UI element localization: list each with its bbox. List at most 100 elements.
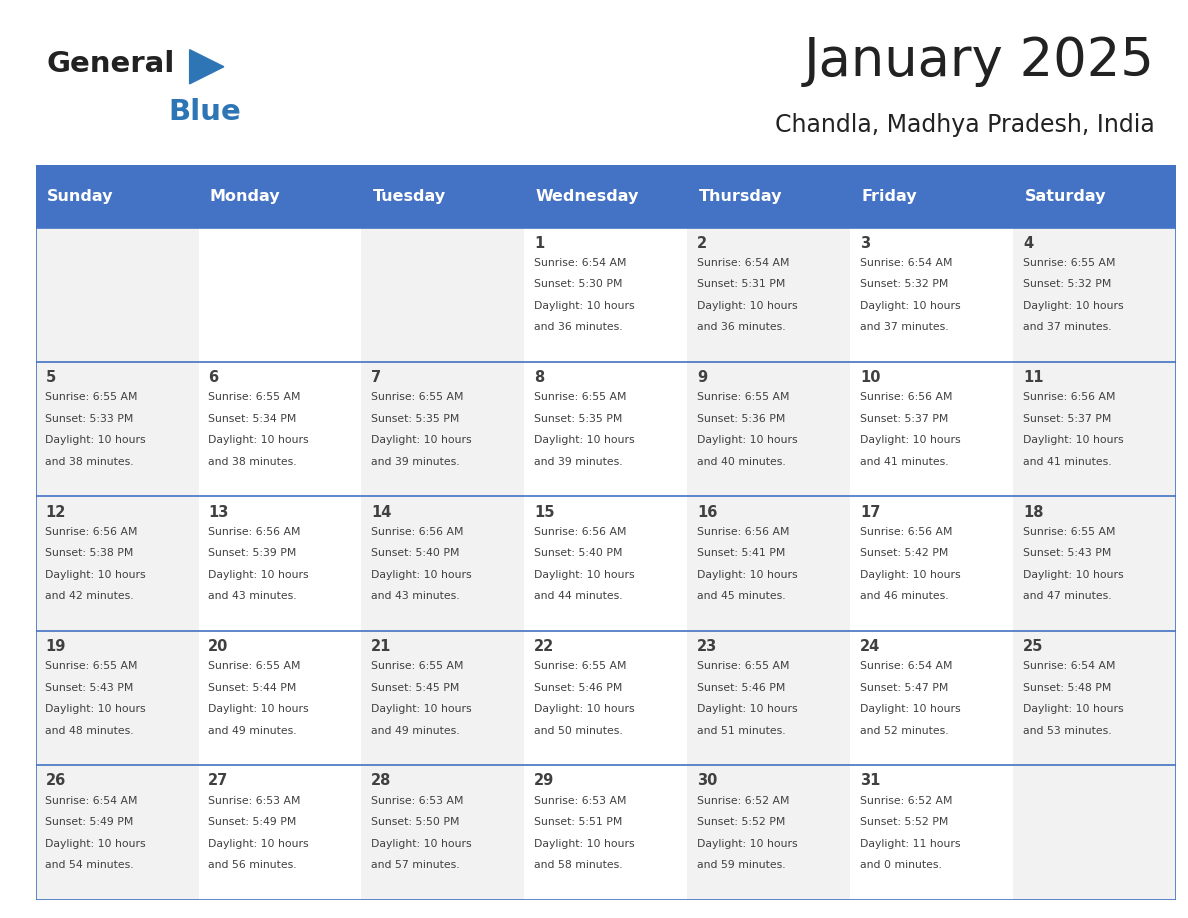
Text: Sunset: 5:47 PM: Sunset: 5:47 PM — [860, 683, 948, 693]
Text: Chandla, Madhya Pradesh, India: Chandla, Madhya Pradesh, India — [775, 113, 1155, 137]
Text: Daylight: 10 hours: Daylight: 10 hours — [860, 704, 961, 714]
Text: 11: 11 — [1023, 370, 1043, 386]
Text: Daylight: 10 hours: Daylight: 10 hours — [45, 704, 146, 714]
FancyBboxPatch shape — [36, 631, 198, 766]
Text: Sunrise: 6:54 AM: Sunrise: 6:54 AM — [1023, 661, 1116, 671]
FancyBboxPatch shape — [1013, 631, 1176, 766]
FancyBboxPatch shape — [361, 228, 524, 362]
Text: and 37 minutes.: and 37 minutes. — [1023, 322, 1112, 332]
Text: Sunset: 5:42 PM: Sunset: 5:42 PM — [860, 548, 948, 558]
FancyBboxPatch shape — [198, 362, 361, 497]
Text: Daylight: 10 hours: Daylight: 10 hours — [535, 301, 634, 311]
Text: and 43 minutes.: and 43 minutes. — [372, 591, 460, 601]
Text: Sunrise: 6:55 AM: Sunrise: 6:55 AM — [535, 392, 627, 402]
Text: and 49 minutes.: and 49 minutes. — [208, 725, 297, 735]
Text: Sunrise: 6:55 AM: Sunrise: 6:55 AM — [208, 392, 301, 402]
Text: 16: 16 — [697, 505, 718, 520]
Text: Daylight: 11 hours: Daylight: 11 hours — [860, 838, 961, 848]
Text: January 2025: January 2025 — [804, 35, 1155, 87]
FancyBboxPatch shape — [198, 497, 361, 631]
FancyBboxPatch shape — [524, 497, 688, 631]
Text: Sunrise: 6:53 AM: Sunrise: 6:53 AM — [372, 796, 463, 806]
Text: and 43 minutes.: and 43 minutes. — [208, 591, 297, 601]
Text: Sunset: 5:40 PM: Sunset: 5:40 PM — [372, 548, 460, 558]
Text: Sunset: 5:43 PM: Sunset: 5:43 PM — [45, 683, 134, 693]
Text: Sunrise: 6:55 AM: Sunrise: 6:55 AM — [208, 661, 301, 671]
Text: Sunset: 5:52 PM: Sunset: 5:52 PM — [697, 817, 785, 827]
Text: Daylight: 10 hours: Daylight: 10 hours — [697, 570, 798, 580]
Text: Sunrise: 6:56 AM: Sunrise: 6:56 AM — [1023, 392, 1116, 402]
Text: 6: 6 — [208, 370, 219, 386]
Text: Sunset: 5:40 PM: Sunset: 5:40 PM — [535, 548, 623, 558]
Text: 18: 18 — [1023, 505, 1043, 520]
Text: Sunrise: 6:53 AM: Sunrise: 6:53 AM — [208, 796, 301, 806]
Text: Daylight: 10 hours: Daylight: 10 hours — [697, 301, 798, 311]
FancyBboxPatch shape — [851, 362, 1013, 497]
Text: Sunrise: 6:56 AM: Sunrise: 6:56 AM — [535, 527, 627, 537]
Text: Sunrise: 6:56 AM: Sunrise: 6:56 AM — [45, 527, 138, 537]
Text: 24: 24 — [860, 639, 880, 654]
Text: Sunset: 5:31 PM: Sunset: 5:31 PM — [697, 279, 785, 289]
Text: Tuesday: Tuesday — [373, 189, 446, 204]
Text: Sunrise: 6:55 AM: Sunrise: 6:55 AM — [1023, 527, 1116, 537]
FancyBboxPatch shape — [688, 228, 851, 362]
FancyBboxPatch shape — [36, 228, 198, 362]
Text: Sunset: 5:41 PM: Sunset: 5:41 PM — [697, 548, 785, 558]
Text: 29: 29 — [535, 773, 555, 789]
FancyBboxPatch shape — [361, 631, 524, 766]
FancyBboxPatch shape — [36, 165, 1176, 228]
Text: Saturday: Saturday — [1024, 189, 1106, 204]
Text: and 41 minutes.: and 41 minutes. — [1023, 457, 1112, 467]
Text: Sunrise: 6:56 AM: Sunrise: 6:56 AM — [860, 392, 953, 402]
Text: Daylight: 10 hours: Daylight: 10 hours — [535, 838, 634, 848]
Text: and 59 minutes.: and 59 minutes. — [697, 860, 785, 870]
Text: and 42 minutes.: and 42 minutes. — [45, 591, 134, 601]
Text: 25: 25 — [1023, 639, 1043, 654]
Text: Daylight: 10 hours: Daylight: 10 hours — [860, 301, 961, 311]
Text: Daylight: 10 hours: Daylight: 10 hours — [372, 704, 472, 714]
FancyBboxPatch shape — [361, 766, 524, 900]
Text: Sunrise: 6:52 AM: Sunrise: 6:52 AM — [697, 796, 790, 806]
Text: 14: 14 — [372, 505, 392, 520]
Text: Sunrise: 6:55 AM: Sunrise: 6:55 AM — [535, 661, 627, 671]
Text: Sunset: 5:43 PM: Sunset: 5:43 PM — [1023, 548, 1111, 558]
Text: 7: 7 — [372, 370, 381, 386]
Text: Sunrise: 6:56 AM: Sunrise: 6:56 AM — [860, 527, 953, 537]
Text: Daylight: 10 hours: Daylight: 10 hours — [45, 838, 146, 848]
Text: Daylight: 10 hours: Daylight: 10 hours — [208, 435, 309, 445]
Text: 12: 12 — [45, 505, 65, 520]
Text: Sunset: 5:49 PM: Sunset: 5:49 PM — [45, 817, 134, 827]
Text: Sunrise: 6:55 AM: Sunrise: 6:55 AM — [1023, 258, 1116, 268]
FancyBboxPatch shape — [198, 766, 361, 900]
Text: Daylight: 10 hours: Daylight: 10 hours — [535, 704, 634, 714]
Text: Daylight: 10 hours: Daylight: 10 hours — [372, 570, 472, 580]
Text: 13: 13 — [208, 505, 229, 520]
Text: and 50 minutes.: and 50 minutes. — [535, 725, 623, 735]
Text: Sunset: 5:45 PM: Sunset: 5:45 PM — [372, 683, 460, 693]
Text: Sunset: 5:33 PM: Sunset: 5:33 PM — [45, 414, 134, 424]
Text: Sunrise: 6:56 AM: Sunrise: 6:56 AM — [372, 527, 463, 537]
Text: Daylight: 10 hours: Daylight: 10 hours — [535, 570, 634, 580]
Text: 23: 23 — [697, 639, 718, 654]
Text: Monday: Monday — [210, 189, 280, 204]
Text: Daylight: 10 hours: Daylight: 10 hours — [697, 838, 798, 848]
Text: Daylight: 10 hours: Daylight: 10 hours — [1023, 704, 1124, 714]
Text: 22: 22 — [535, 639, 555, 654]
Text: Daylight: 10 hours: Daylight: 10 hours — [208, 570, 309, 580]
Text: and 57 minutes.: and 57 minutes. — [372, 860, 460, 870]
Text: Thursday: Thursday — [699, 189, 782, 204]
FancyBboxPatch shape — [361, 362, 524, 497]
Text: Sunset: 5:30 PM: Sunset: 5:30 PM — [535, 279, 623, 289]
Text: 19: 19 — [45, 639, 65, 654]
FancyBboxPatch shape — [1013, 362, 1176, 497]
FancyBboxPatch shape — [524, 631, 688, 766]
Text: Sunset: 5:44 PM: Sunset: 5:44 PM — [208, 683, 297, 693]
Text: 26: 26 — [45, 773, 65, 789]
Text: Blue: Blue — [169, 98, 241, 127]
Text: Sunrise: 6:56 AM: Sunrise: 6:56 AM — [208, 527, 301, 537]
FancyBboxPatch shape — [524, 228, 688, 362]
Text: and 52 minutes.: and 52 minutes. — [860, 725, 949, 735]
FancyBboxPatch shape — [688, 362, 851, 497]
Text: and 53 minutes.: and 53 minutes. — [1023, 725, 1112, 735]
Text: Sunrise: 6:54 AM: Sunrise: 6:54 AM — [45, 796, 138, 806]
